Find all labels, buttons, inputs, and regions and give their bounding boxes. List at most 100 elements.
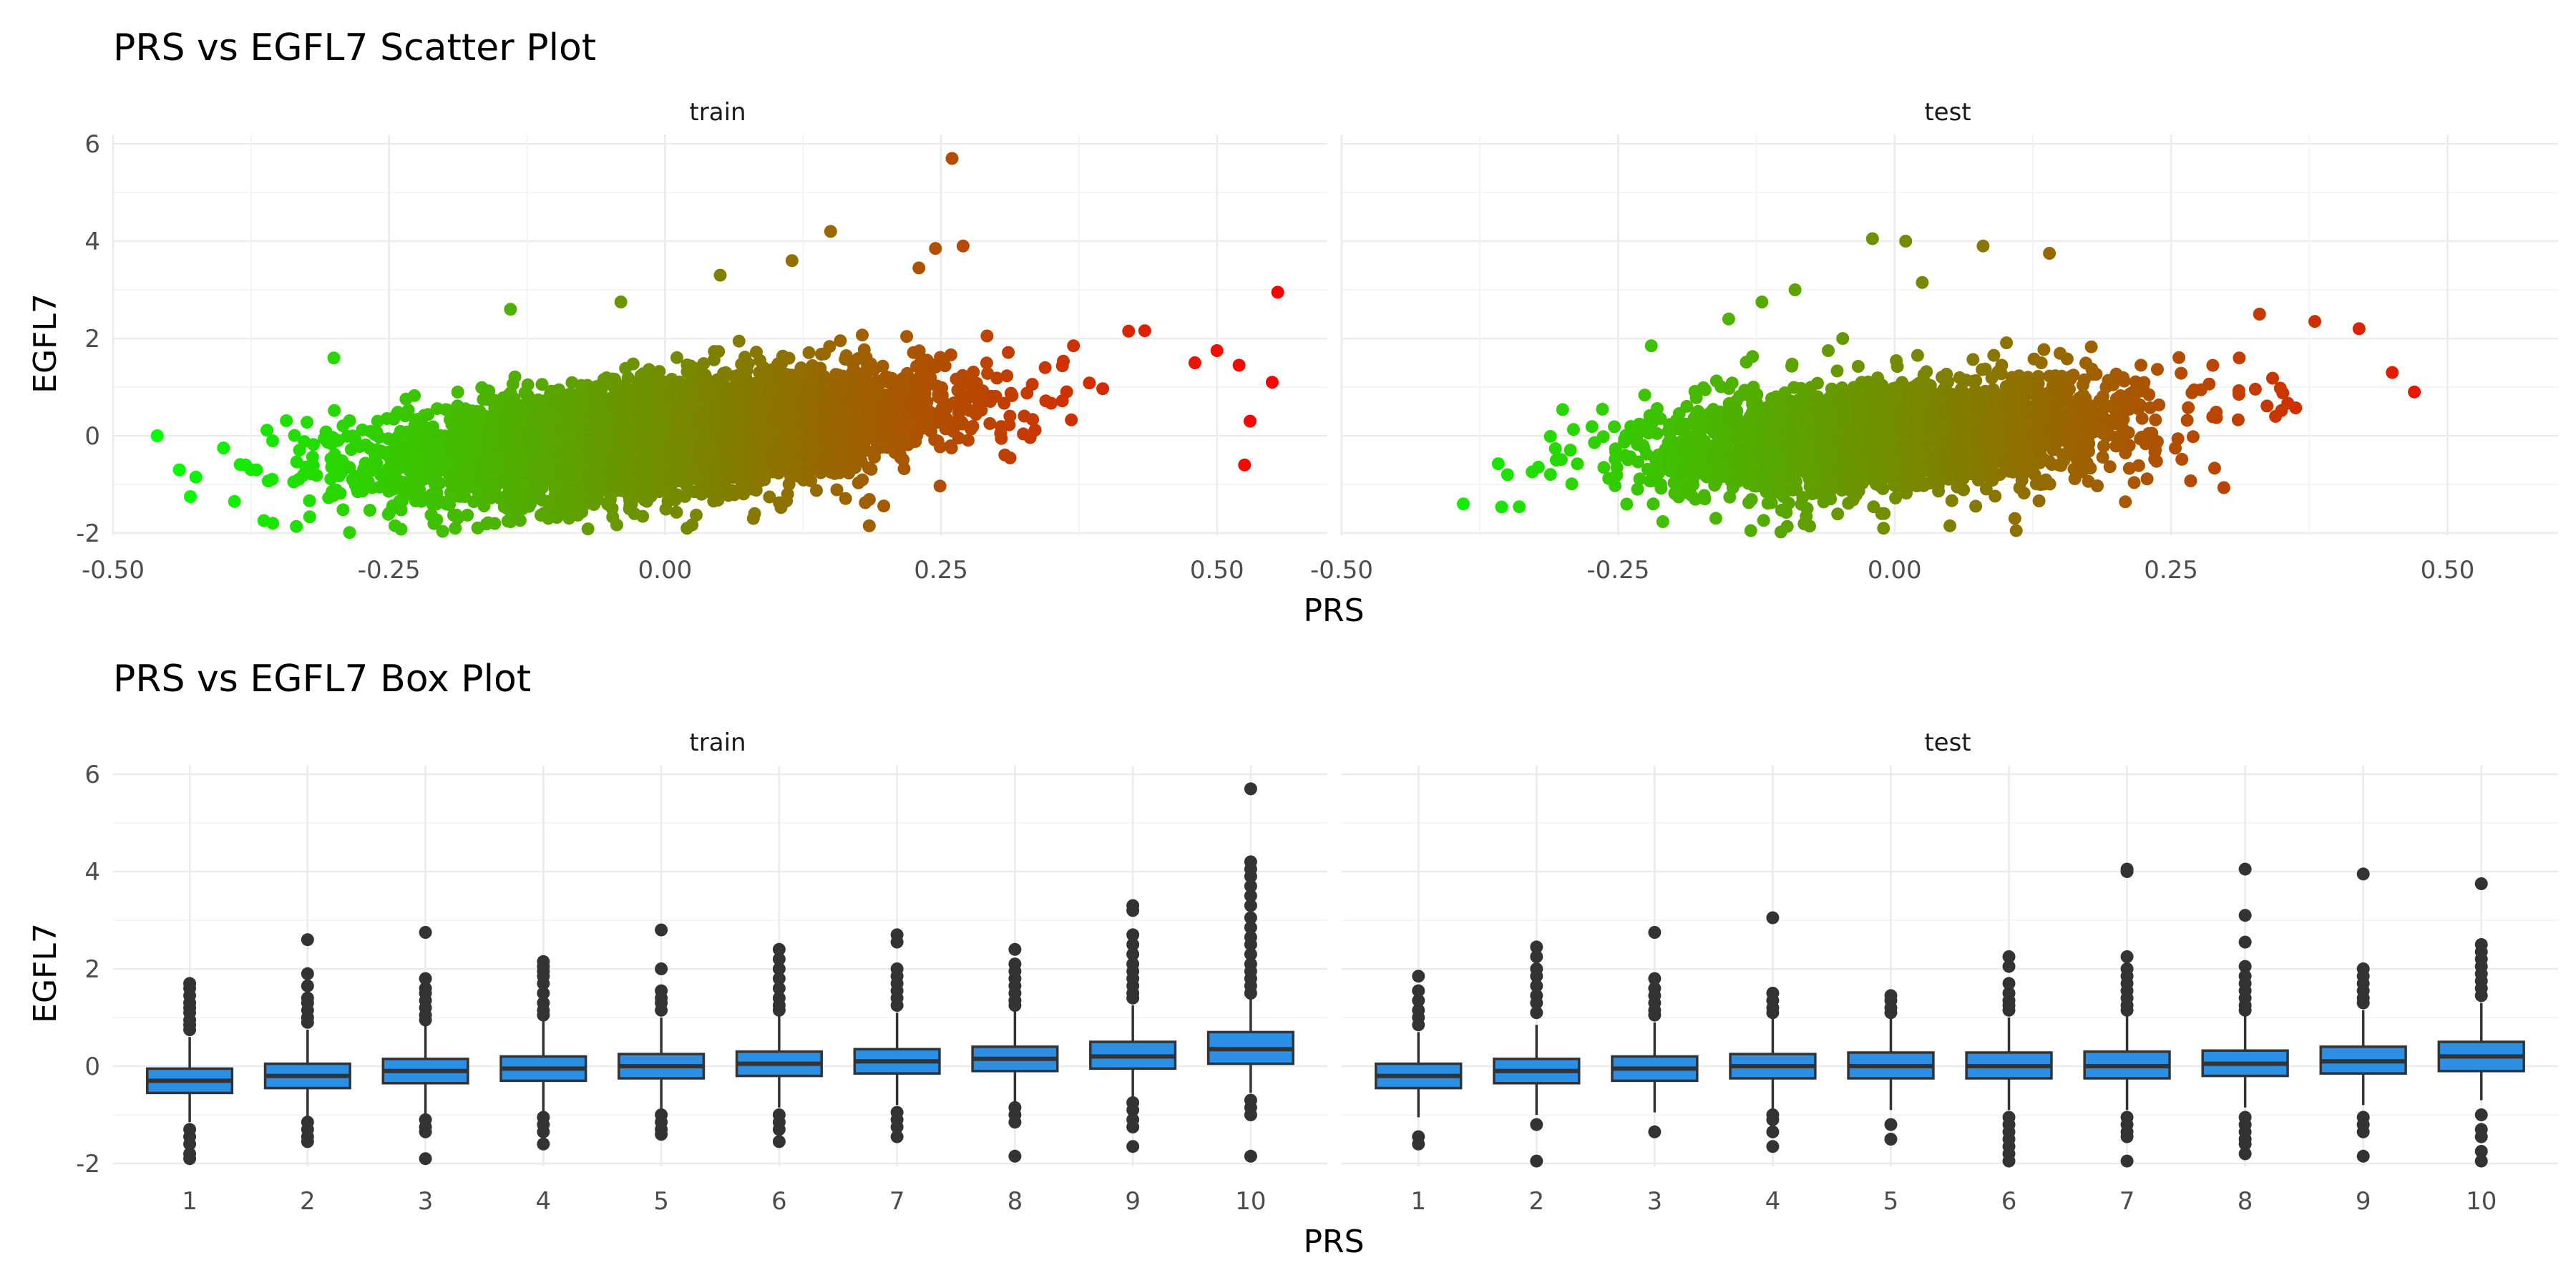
scatter-point [1018,409,1031,423]
scatter-point [290,519,303,533]
scatter-point [910,359,923,373]
scatter-point [343,526,356,540]
scatter-point [1000,369,1014,383]
scatter-point [1055,359,1069,373]
scatter-point [436,495,449,509]
scatter-point [696,477,709,489]
scatter-point [940,412,954,426]
scatter-point [346,473,359,487]
scatter-point [1005,389,1019,402]
scatter-point [363,504,376,517]
scatter-point [864,462,878,476]
scatter-point [711,491,723,504]
scatter-point [343,461,356,474]
scatter-point [430,513,444,527]
scatter-point [945,441,958,454]
scatter-point [670,351,683,364]
scatter-point [394,522,408,536]
scatter-point [830,483,844,497]
scatter-point [484,422,498,436]
scatter-point [1083,376,1096,390]
scatter-point [965,422,978,436]
scatter-point [908,395,922,409]
scatter-plot-title: PRS vs EGFL7 Scatter Plot [113,26,596,69]
scatter-point [856,473,869,487]
scatter-point [926,358,940,371]
box-facet-label-train: train [689,728,746,757]
scatter-point [477,393,490,406]
scatter-point [876,425,889,438]
scatter-point [877,499,891,513]
scatter-point [732,334,746,348]
scatter-point [719,366,733,379]
scatter-point [447,509,460,522]
scatter-point [998,448,1012,462]
scatter-y-axis-label: EGFL7 [27,293,64,394]
scatter-point [1060,385,1073,399]
scatter-point [535,378,549,391]
scatter-point [396,437,409,450]
scatter-point [581,522,595,536]
scatter-point [453,446,467,459]
scatter-point [739,384,753,397]
scatter-point [303,510,316,524]
scatter-point [444,435,458,449]
scatter-point [748,396,761,409]
scatter-point [794,377,807,391]
scatter-point [781,487,794,501]
scatter-point [882,376,895,389]
scatter-point [461,508,474,522]
scatter-point [436,525,449,538]
scatter-point [804,474,818,487]
scatter-point [475,381,489,394]
scatter-point [833,466,847,479]
scatter-point [265,472,279,486]
scatter-point [303,494,316,507]
scatter-point [980,356,993,370]
scatter-point [535,395,549,409]
scatter-point [631,375,645,389]
scatter-point [301,416,314,429]
scatter-point [1038,361,1052,374]
scatter-point [947,424,960,438]
scatter-point [918,387,932,401]
scatter-point [642,482,655,495]
scatter-point [816,421,830,434]
scatter-point [938,359,952,373]
scatter-point [450,421,464,435]
box-y-axis-label: EGFL7 [27,923,64,1023]
scatter-point [814,394,828,408]
scatter-point [280,414,293,427]
scatter-point [802,346,816,359]
scatter-point [900,330,914,343]
scatter-point [680,358,694,371]
scatter-point [773,496,786,509]
scatter-point [497,391,510,404]
scatter-point [933,479,947,493]
scatter-point [997,396,1011,410]
scatter-point [690,508,703,522]
scatter-point [776,349,789,363]
scatter-point [467,495,481,509]
scatter-point [980,329,994,343]
scatter-point [336,503,350,517]
scatter-point [493,492,507,505]
scatter-point [319,425,333,439]
scatter-point [444,477,458,490]
scatter-point [839,492,852,505]
scatter-point [844,446,858,459]
scatter-point [513,514,527,527]
scatter-point [653,485,666,499]
scatter-point [1003,409,1017,423]
scatter-point [1002,346,1015,359]
scatter-facet-label-train: train [689,98,746,127]
scatter-point [763,490,776,504]
scatter-point [451,385,464,399]
scatter-point [912,371,926,385]
scatter-point [1096,382,1110,396]
scatter-point [839,353,852,366]
scatter-point [753,464,767,478]
scatter-point [396,449,409,463]
scatter-point [1065,413,1078,426]
